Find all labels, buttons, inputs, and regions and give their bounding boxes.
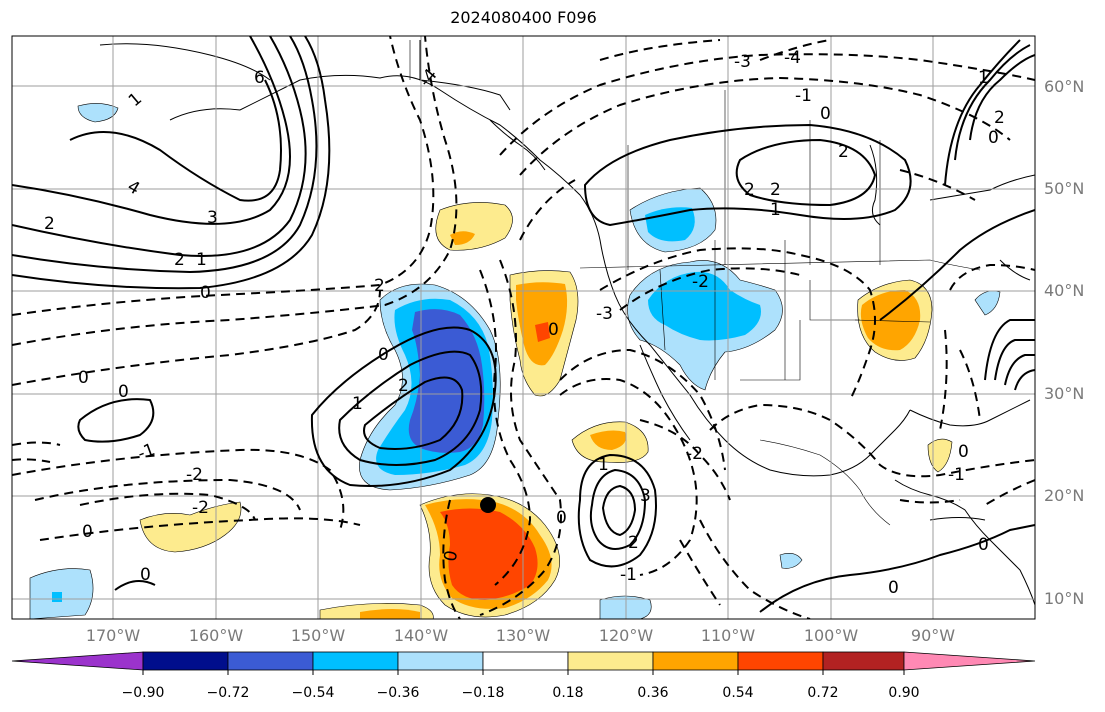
contour-label: 2 [398,376,409,396]
shaded-fields [29,103,1001,619]
lon-label-110w: 110°W [700,626,756,645]
colorbar-tick-label: −0.54 [291,685,335,701]
lat-label-20n: 20°N [1044,486,1085,505]
contour-label: -3 [596,304,613,324]
colorbar-tick-label: 0.54 [722,685,754,701]
contour-label: 1 [770,200,781,220]
contour-label: -4 [784,48,801,68]
contour-label: 0 [888,578,899,598]
contour-label: 2 [744,180,755,200]
lon-label-130w: 130°W [495,626,551,645]
colorbar-bin [397,651,484,671]
contour-label: -1 [620,565,637,585]
contour-label: 2 [770,180,781,200]
contour-label: 0 [200,283,211,303]
lat-label-60n: 60°N [1044,77,1085,96]
contour-label: 2 [994,108,1005,128]
contour-label: -1 [795,86,812,106]
colorbar-bin [312,651,399,671]
contour-label: 1 [978,68,989,88]
contour-label: 3 [207,208,218,228]
contour-label: 0 [978,535,989,555]
lon-label-170w: 170°W [85,626,141,645]
contour-label: 2 [374,276,385,296]
contour-label: -3 [734,52,751,72]
dashed-contours [12,36,1035,619]
colorbar-over [903,651,1036,671]
contour-label: 0 [958,442,969,462]
contour-label: 1 [352,394,363,414]
contour-label: 3 [640,486,651,506]
lon-label-100w: 100°W [803,626,859,645]
contour-label: -2 [686,444,703,464]
borders [409,40,981,526]
contour-label: 0 [548,320,559,340]
contour-label: 2 [174,250,185,270]
colorbar-tick-label: −0.36 [376,685,420,701]
lon-label-150w: 150°W [290,626,346,645]
contour-label: -2 [186,465,203,485]
lon-label-90w: 90°W [910,626,956,645]
colorbar-tick-label: 0.72 [807,685,839,701]
colorbar-tick-label: −0.90 [121,685,165,701]
location-marker [480,497,496,513]
contour-label: -2 [692,272,709,292]
contour-label: 2 [838,142,849,162]
contour-label: -1 [948,465,965,485]
lon-label-140w: 140°W [393,626,449,645]
colorbar-bin [652,651,739,671]
colorbar-under [11,651,144,671]
map-border [11,35,1036,620]
colorbar-tick-label: 0.18 [552,685,584,701]
contour-label: 6 [254,68,265,88]
contour-label: 1 [598,455,609,475]
contour-label: 2 [44,214,55,234]
colorbar-tick-label: 0.90 [888,685,920,701]
colorbar-bin [482,651,569,671]
map-content [12,36,1035,619]
contour-label: 0 [118,382,129,402]
lat-label-50n: 50°N [1044,179,1085,198]
contour-label: 0 [82,522,93,542]
contour-label: 0 [988,128,999,148]
colorbar-tick-label: −0.72 [206,685,250,701]
contour-label: 0 [820,104,831,124]
colorbar-bin [737,651,824,671]
negative-anomaly-small [77,103,119,123]
lat-label-40n: 40°N [1044,281,1085,300]
colorbar-bin [227,651,314,671]
contour-label: 2 [628,533,639,553]
colorbar-tick-label: −0.18 [461,685,505,701]
lon-label-120w: 120°W [598,626,654,645]
contour-label: 1 [196,250,207,270]
map-title: 2024080400 F096 [450,8,597,27]
contour-label: 0 [556,508,567,528]
lat-label-10n: 10°N [1044,589,1085,608]
colorbar-bin [822,651,905,671]
colorbar-bin [142,651,229,671]
colorbar [11,651,1036,675]
lon-label-160w: 160°W [188,626,244,645]
solid-contours [12,36,1035,613]
graticule [12,36,1035,619]
contour-label: 0 [140,565,151,585]
lat-label-30n: 30°N [1044,384,1085,403]
contour-label: -2 [192,498,209,518]
colorbar-bin [567,651,654,671]
contour-label: 0 [78,368,89,388]
contour-label: 0 [378,345,389,365]
colorbar-tick-label: 0.36 [637,685,669,701]
